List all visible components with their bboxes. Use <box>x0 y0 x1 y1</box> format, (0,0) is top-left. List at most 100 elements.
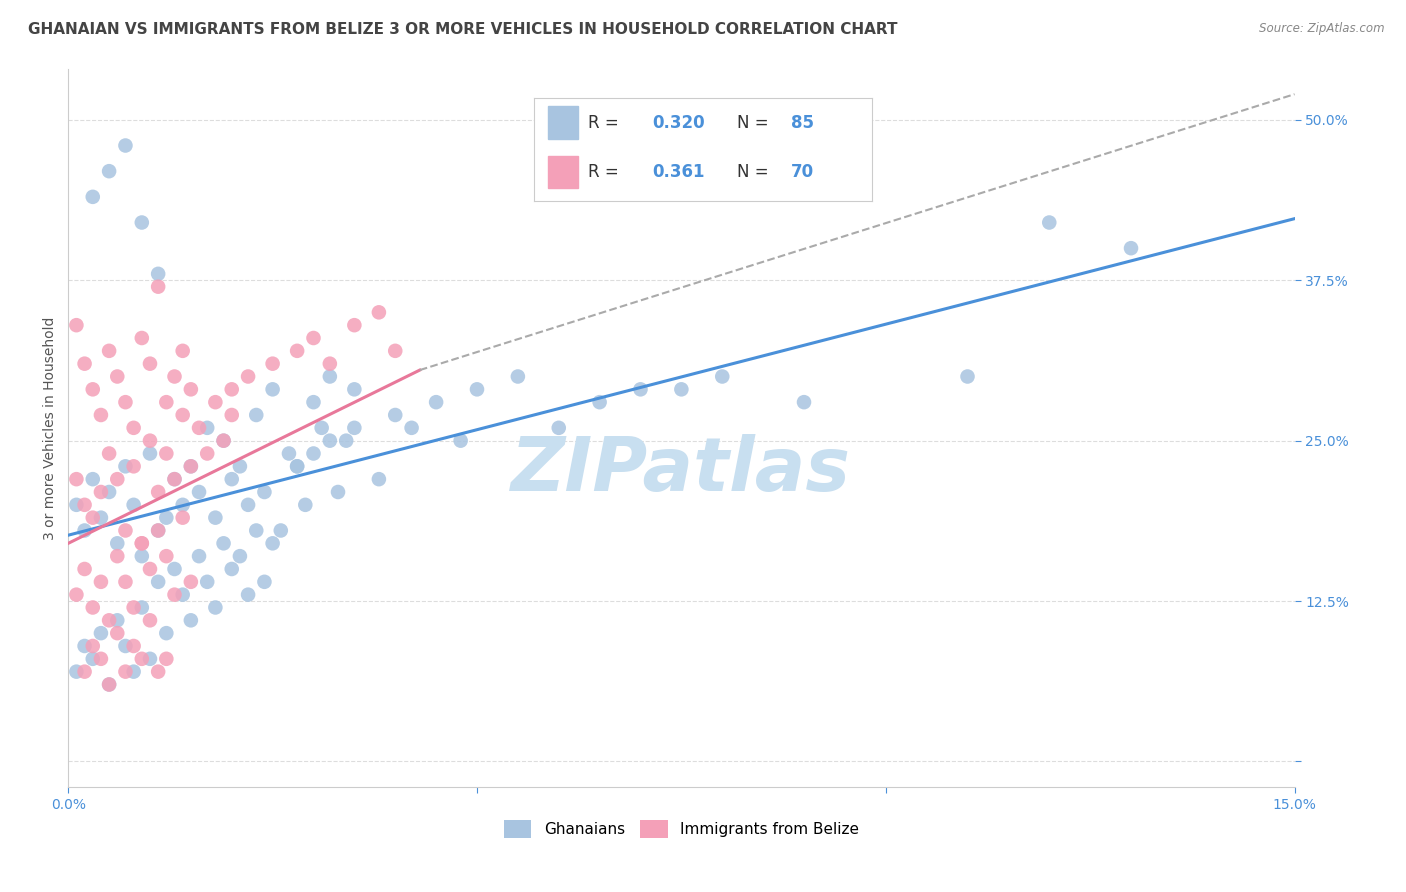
Point <box>188 549 211 563</box>
Point <box>139 357 162 371</box>
Point <box>270 524 292 538</box>
Point <box>146 574 169 589</box>
Point <box>172 498 194 512</box>
Point <box>172 510 194 524</box>
Point <box>105 472 128 486</box>
Point <box>302 446 325 460</box>
Point <box>98 677 121 691</box>
Point <box>236 369 259 384</box>
Point <box>180 382 202 396</box>
Point <box>180 459 202 474</box>
Point <box>82 382 104 396</box>
Point <box>343 318 366 333</box>
Point <box>155 395 177 409</box>
Point <box>163 369 186 384</box>
Point <box>401 421 423 435</box>
Point <box>326 485 349 500</box>
Point <box>163 472 186 486</box>
Point <box>114 138 136 153</box>
Point <box>630 382 652 396</box>
Point <box>188 485 211 500</box>
Point <box>956 369 979 384</box>
Point <box>221 408 243 422</box>
Point <box>114 459 136 474</box>
Point <box>122 665 145 679</box>
Y-axis label: 3 or more Vehicles in Household: 3 or more Vehicles in Household <box>44 316 58 540</box>
Text: Source: ZipAtlas.com: Source: ZipAtlas.com <box>1260 22 1385 36</box>
Point <box>245 524 267 538</box>
Bar <box>548 155 578 188</box>
Point <box>343 421 366 435</box>
Point <box>155 549 177 563</box>
Point <box>155 510 177 524</box>
Point <box>65 665 87 679</box>
Point <box>711 369 734 384</box>
Point <box>98 485 121 500</box>
Point <box>131 331 153 345</box>
Point <box>114 524 136 538</box>
Point <box>172 408 194 422</box>
Point <box>294 498 316 512</box>
Point <box>547 421 569 435</box>
Point <box>384 408 406 422</box>
Point <box>114 574 136 589</box>
Point <box>180 459 202 474</box>
Point <box>319 357 342 371</box>
Text: 85: 85 <box>790 114 814 132</box>
Point <box>155 652 177 666</box>
Point <box>319 434 342 448</box>
Point <box>82 190 104 204</box>
Text: 0.320: 0.320 <box>652 114 704 132</box>
Point <box>73 357 96 371</box>
Point <box>425 395 447 409</box>
Point <box>229 459 252 474</box>
Point <box>90 510 112 524</box>
Point <box>105 536 128 550</box>
Point <box>122 421 145 435</box>
Point <box>131 652 153 666</box>
Point <box>1038 215 1060 229</box>
Point <box>195 574 218 589</box>
Point <box>285 459 308 474</box>
Point <box>122 600 145 615</box>
Point <box>180 574 202 589</box>
Point <box>122 498 145 512</box>
Point <box>163 588 186 602</box>
Point <box>65 588 87 602</box>
Point <box>73 524 96 538</box>
Point <box>212 434 235 448</box>
Point <box>90 408 112 422</box>
Point <box>465 382 488 396</box>
Point <box>221 562 243 576</box>
Point <box>506 369 529 384</box>
Point <box>146 279 169 293</box>
Point <box>139 652 162 666</box>
Text: 70: 70 <box>790 163 814 181</box>
Point <box>90 485 112 500</box>
Point <box>65 498 87 512</box>
Point <box>122 459 145 474</box>
Point <box>450 434 472 448</box>
Text: N =: N = <box>737 114 773 132</box>
Text: R =: R = <box>588 163 624 181</box>
Point <box>212 434 235 448</box>
Text: R =: R = <box>588 114 624 132</box>
Point <box>82 472 104 486</box>
Point <box>311 421 333 435</box>
Point <box>139 562 162 576</box>
Bar <box>548 106 578 139</box>
Point <box>195 446 218 460</box>
Point <box>262 357 284 371</box>
Point <box>229 549 252 563</box>
Point <box>671 382 693 396</box>
Point <box>139 613 162 627</box>
Point <box>146 524 169 538</box>
Point <box>367 305 389 319</box>
Point <box>262 536 284 550</box>
Point <box>82 652 104 666</box>
Point <box>163 472 186 486</box>
Point <box>98 164 121 178</box>
Point <box>367 472 389 486</box>
Point <box>90 626 112 640</box>
Point <box>285 459 308 474</box>
